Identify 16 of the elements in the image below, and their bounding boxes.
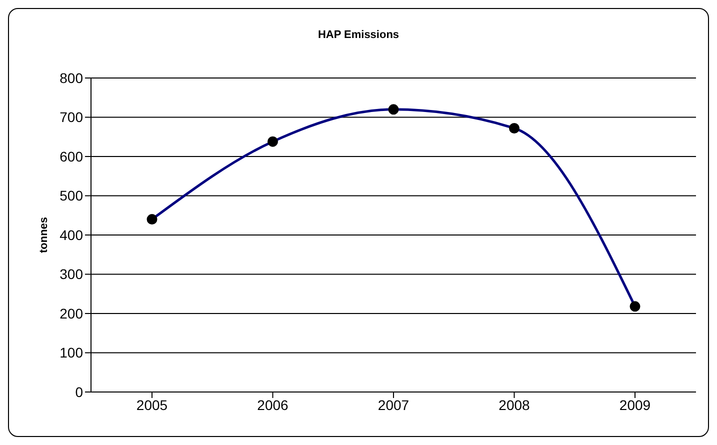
y-tick-label: 800 [60, 70, 84, 86]
x-tick-label: 2008 [498, 396, 530, 413]
y-axis-title: tonnes [38, 216, 50, 254]
y-tick-label: 0 [75, 384, 84, 400]
y-tick-label: 400 [60, 226, 84, 243]
chart-title: HAP Emissions [316, 29, 400, 41]
x-tick-label: 2006 [257, 396, 289, 413]
y-tick-label: 500 [60, 188, 84, 204]
y-tick-label: 300 [60, 266, 84, 282]
y-tick-label: 700 [60, 109, 84, 126]
x-tick-label: 2005 [136, 396, 168, 413]
x-tick-label: 2009 [619, 396, 651, 413]
y-tick-label: 100 [60, 344, 84, 361]
y-tick-label: 200 [60, 305, 84, 322]
y-tick-label: 600 [60, 148, 84, 164]
x-tick-label: 2007 [378, 396, 410, 413]
